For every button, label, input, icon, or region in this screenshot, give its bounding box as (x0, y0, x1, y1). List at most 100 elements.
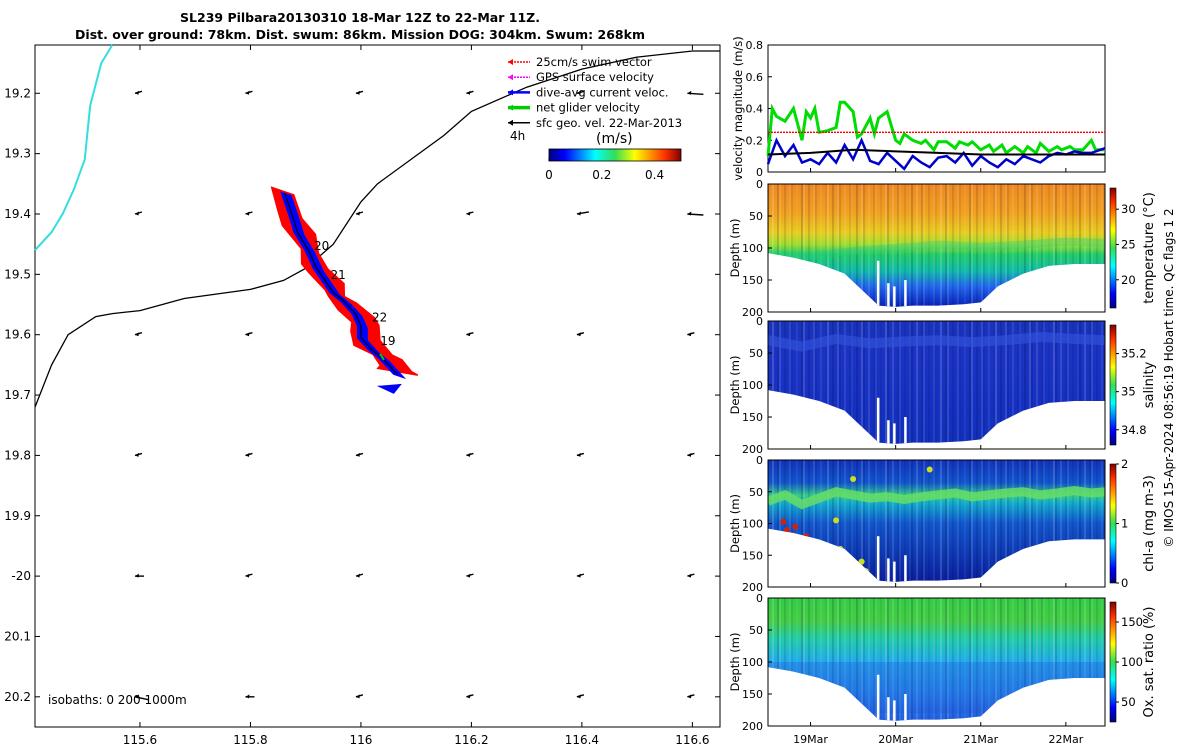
cbar-tick-label: 35 (1121, 385, 1136, 399)
map-ytick-label: 19.2 (4, 86, 31, 100)
section-ytick-label: 150 (742, 688, 763, 701)
section-ytick-label: 200 (742, 443, 763, 456)
geo-current-arrowhead (134, 90, 139, 95)
legend-time-label: 4h (510, 129, 525, 143)
legend-arrowhead (508, 59, 513, 65)
section-ytick-label: 150 (742, 274, 763, 287)
chl-point (926, 466, 933, 473)
colorbar-tick-label: 0.4 (645, 168, 664, 182)
geo-current-arrowhead (576, 90, 581, 95)
section-colorbar (1109, 324, 1117, 446)
geo-current-arrowhead (466, 211, 471, 216)
map-ytick-label: 19.6 (4, 328, 31, 342)
data-gap (876, 674, 880, 721)
geo-current-arrowhead (245, 90, 250, 95)
day-label: 19 (380, 334, 395, 348)
vel-ylabel: velocity magnitude (m/s) (731, 36, 745, 181)
legend-entry: sfc geo. vel. 22-Mar-2013 (536, 116, 682, 130)
section-ytick-label: 50 (749, 347, 763, 360)
cbar-tick-label: 20 (1121, 273, 1136, 287)
vel-ytick-label: 0.6 (746, 71, 764, 84)
map-ytick-label: 20.1 (4, 629, 31, 643)
geo-current-arrowhead (245, 332, 250, 337)
geo-current-arrowhead (576, 452, 581, 457)
isobath-label: isobaths: 0 200 1000m (48, 693, 187, 707)
geo-current-arrowhead (466, 90, 471, 95)
legend-arrowhead (508, 119, 513, 126)
section-ytick-label: 100 (742, 518, 763, 531)
cbar-tick-label: 30 (1121, 202, 1136, 216)
dive-current-area (280, 191, 407, 380)
map-xtick-label: 116.4 (565, 733, 599, 747)
chl-point (780, 518, 787, 525)
vel-ytick-label: 0.8 (746, 39, 764, 52)
geo-current-arrowhead (245, 694, 250, 699)
geo-current-arrowhead (687, 694, 692, 699)
colorbar-tick-label: 0.2 (592, 168, 611, 182)
legend-entry: dive-avg current veloc. (536, 85, 669, 99)
section-xtick-label: 20Mar (878, 733, 913, 746)
legend-entry: net glider velocity (536, 101, 640, 115)
geo-current-arrowhead (576, 573, 581, 578)
day-label: 21 (331, 268, 346, 282)
legend-arrowhead (508, 104, 513, 111)
section-ytick-label: 0 (756, 454, 763, 467)
cbar-tick-label: 1 (1121, 517, 1128, 531)
section-ytick-label: 200 (742, 581, 763, 594)
map-ytick-label: 19.3 (4, 147, 31, 161)
cbar-tick-label: 25 (1121, 237, 1136, 251)
section-panel-chl-a: 0 50 100 150 200 Depth (m) 0 1 2 chl-a (mg m-3) (728, 454, 1157, 594)
geo-current-arrowhead (687, 211, 692, 216)
map-xtick-label: 115.6 (123, 733, 157, 747)
cbar-label: temperature (°C) (1142, 192, 1157, 304)
map-xtick-label: 116.2 (454, 733, 488, 747)
chl-point (850, 476, 857, 483)
cbar-tick-label: 2 (1121, 457, 1128, 471)
geo-current-arrowhead (466, 452, 471, 457)
cbar-tick-label: 100 (1121, 655, 1143, 669)
geo-current-arrowhead (466, 694, 471, 699)
section-xtick-label: 22Mar (1048, 733, 1083, 746)
section-panel-temperature: 0 50 100 150 200 Depth (m) 20 25 30 temperature (… (728, 178, 1157, 319)
data-gap (904, 280, 907, 307)
geo-current-arrowhead (245, 211, 250, 216)
day-label: 22 (372, 310, 387, 324)
cbar-label: salinity (1142, 361, 1157, 408)
map-ytick-label: 19.4 (4, 207, 31, 221)
section-ytick-label: 100 (742, 242, 763, 255)
data-gap (887, 558, 890, 582)
chl-point (792, 523, 799, 530)
chl-point (858, 558, 865, 565)
data-gap (876, 397, 880, 444)
dive-current-vector (376, 383, 402, 394)
data-gap (893, 286, 896, 307)
legend-arrowhead (508, 89, 513, 96)
geo-current-arrowhead (134, 573, 139, 578)
geo-current-arrowhead (576, 694, 581, 699)
geo-current-arrowhead (687, 573, 692, 578)
velocity-series-line (767, 148, 1105, 156)
section-ytick-label: 200 (742, 720, 763, 733)
section-colorbar (1109, 601, 1117, 723)
data-gap (876, 536, 880, 582)
data-gap (904, 555, 907, 582)
legend-entry: GPS surface velocity (536, 70, 654, 84)
cbar-tick-label: 34.8 (1121, 423, 1147, 437)
map-xtick-label: 115.8 (233, 733, 267, 747)
section-ytick-label: 100 (742, 656, 763, 669)
geo-current-arrowhead (687, 452, 692, 457)
velocity-series-line (766, 137, 1106, 171)
data-gap (893, 423, 896, 444)
map-xtick-label: 116.6 (675, 733, 709, 747)
coastline (34, 44, 114, 251)
chart-title-line1: SL239 Pilbara20130310 18-Mar 12Z to 22-M… (180, 10, 540, 25)
dcm-band (768, 485, 1105, 510)
chart-title-line2: Dist. over ground: 78km. Dist. swum: 86k… (75, 27, 645, 42)
geo-current-arrowhead (355, 573, 360, 578)
day-label: 20 (314, 239, 329, 253)
geo-current-arrowhead (355, 211, 360, 216)
thermocline-band (768, 237, 1105, 260)
